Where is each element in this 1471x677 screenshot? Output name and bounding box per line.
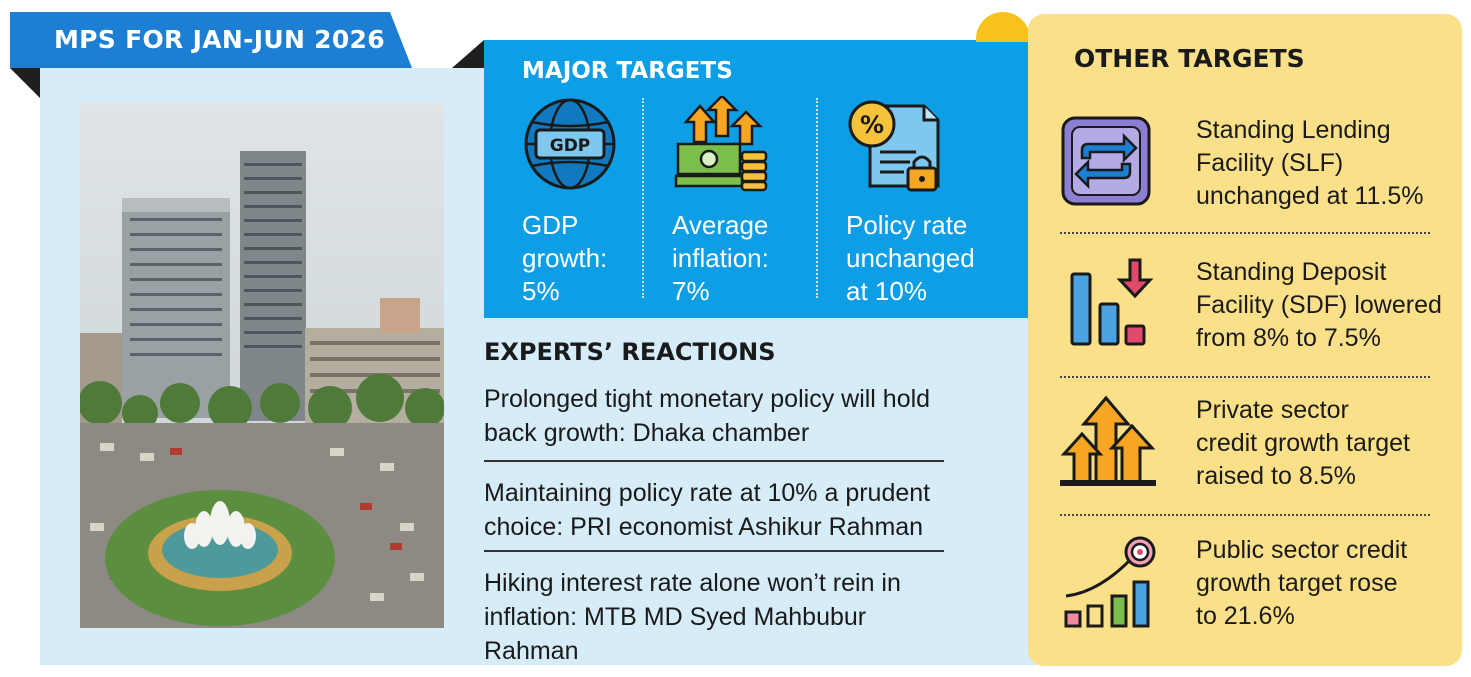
other-targets-title: OTHER TARGETS: [1074, 44, 1305, 73]
swap-arrows-icon: [1061, 116, 1151, 206]
major-target-policy-rate: % Policy rate unchanged at 10%: [846, 96, 1006, 308]
other-targets-tab: [976, 12, 1030, 42]
other-target-public-credit: Public sector credit growth target rose …: [1060, 534, 1440, 644]
policy-rate-label: Policy rate unchanged at 10%: [846, 210, 975, 306]
public-credit-label: Public sector credit growth target rose …: [1196, 536, 1408, 630]
page-title: MPS FOR JAN-JUN 2026: [54, 25, 385, 54]
major-divider: [642, 98, 644, 298]
other-divider: [1060, 232, 1430, 234]
slf-label: Standing Lending Facility (SLF) unchange…: [1196, 116, 1424, 210]
major-target-gdp: GDP GDP growth: 5%: [522, 96, 682, 308]
major-fold: [452, 40, 484, 68]
expert-divider: [484, 460, 944, 462]
major-divider: [816, 98, 818, 298]
other-target-private-credit: Private sector credit growth target rais…: [1060, 394, 1440, 504]
gdp-globe-icon: GDP: [524, 98, 616, 190]
city-photo-illustration: [80, 103, 444, 628]
other-divider: [1060, 376, 1430, 378]
major-target-inflation: Average inflation: 7%: [672, 94, 832, 308]
target-growth-chart-icon: [1064, 536, 1156, 628]
percent-document-lock-icon: %: [848, 100, 940, 192]
ribbon-fold: [10, 68, 40, 98]
major-targets-title: MAJOR TARGETS: [522, 58, 733, 84]
gdp-growth-label: GDP growth: 5%: [522, 210, 608, 306]
expert-reaction-item: Hiking interest rate alone won’t rein in…: [484, 569, 901, 665]
other-target-sdf: Standing Deposit Facility (SDF) lowered …: [1060, 256, 1442, 366]
svg-text:%: %: [860, 111, 884, 139]
city-photo: [80, 103, 444, 628]
other-target-slf: Standing Lending Facility (SLF) unchange…: [1060, 114, 1440, 224]
inflation-money-arrows-icon: [674, 94, 768, 192]
private-credit-label: Private sector credit growth target rais…: [1196, 396, 1410, 490]
expert-divider: [484, 550, 944, 552]
sdf-label: Standing Deposit Facility (SDF) lowered …: [1196, 258, 1442, 352]
experts-reactions-title: EXPERTS’ REACTIONS: [484, 338, 776, 366]
title-ribbon: [10, 12, 412, 68]
expert-reaction-item: Maintaining policy rate at 10% a prudent…: [484, 479, 931, 541]
other-divider: [1060, 514, 1430, 516]
gdp-icon-text: GDP: [550, 136, 591, 156]
average-inflation-label: Average inflation: 7%: [672, 210, 769, 306]
major-targets-box: MAJOR TARGETS GDP GDP growth: 5%: [484, 40, 1028, 318]
rising-arrows-icon: [1060, 395, 1156, 486]
expert-reaction-item: Prolonged tight monetary policy will hol…: [484, 385, 931, 447]
bar-down-arrow-icon: [1070, 258, 1154, 346]
